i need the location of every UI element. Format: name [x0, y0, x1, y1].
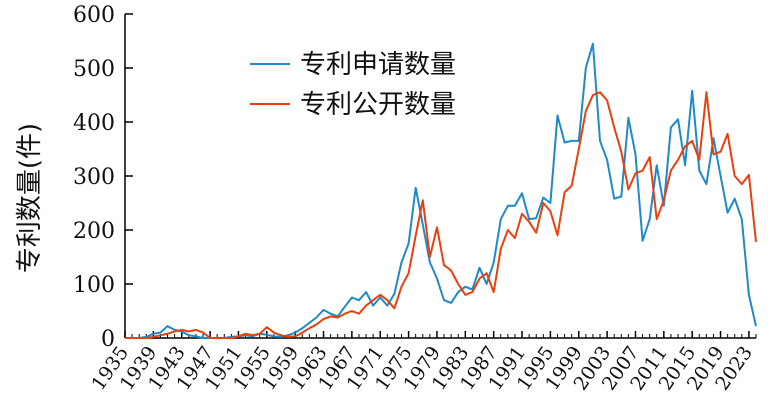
x-axis-ticks: 1935193919431947195119551959196319671971…: [87, 331, 757, 394]
series-line-2: [125, 91, 757, 339]
series-line-1: [125, 42, 757, 339]
y-tick-label: 500: [73, 57, 115, 82]
y-tick-label: 100: [73, 273, 115, 298]
y-tick-label: 400: [73, 111, 115, 136]
y-axis-ticks: 0 100 200 300 400 500 600: [73, 3, 133, 352]
series-lines: [125, 42, 757, 339]
y-tick-label: 0: [101, 327, 115, 352]
legend-label-1: 专利申请数量: [300, 50, 456, 80]
y-tick-label: 300: [73, 165, 115, 190]
y-tick-label: 200: [73, 219, 115, 244]
legend-label-2: 专利公开数量: [300, 90, 456, 120]
y-tick-label: 600: [73, 3, 115, 28]
y-axis-title: 专利数量(件): [15, 123, 45, 273]
